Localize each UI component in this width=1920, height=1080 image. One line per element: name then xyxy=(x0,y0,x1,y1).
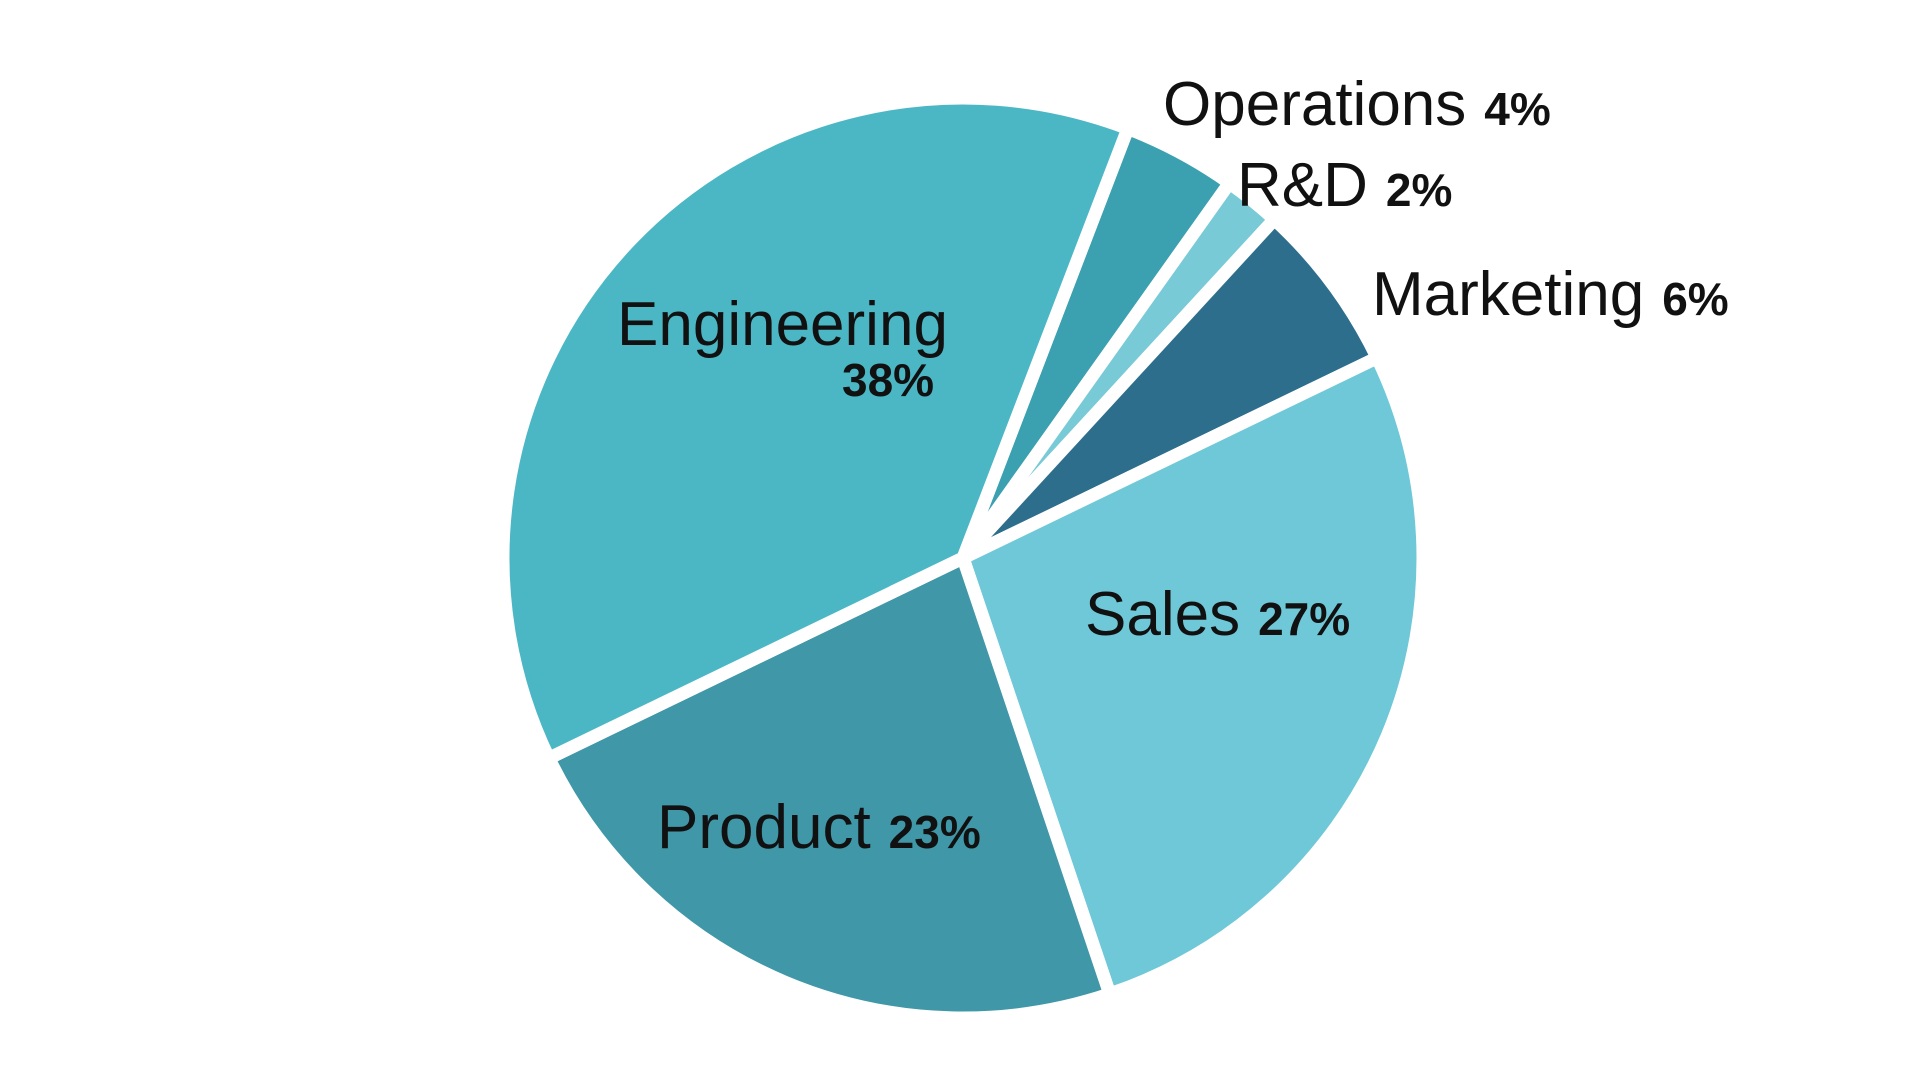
pie-slice-product xyxy=(540,548,1118,1025)
slice-label-operations: Operations 4% xyxy=(1163,70,1551,139)
slice-label-product: Product 23% xyxy=(657,793,981,862)
slice-label-marketing: Marketing 6% xyxy=(1372,260,1729,329)
slice-pct-label-engineering: 38% xyxy=(842,354,934,406)
slice-label-engineering: Engineering xyxy=(617,290,948,359)
slice-label-r-d: R&D 2% xyxy=(1237,151,1452,220)
pie-slice-sales xyxy=(955,349,1430,1003)
pie-slice-engineering xyxy=(496,91,1137,767)
slice-label-sales: Sales 27% xyxy=(1085,580,1350,649)
